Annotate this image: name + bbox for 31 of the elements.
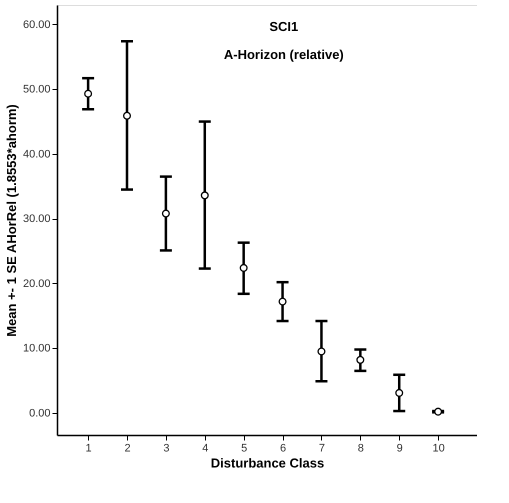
point xyxy=(317,347,326,356)
x-tick-label: 8 xyxy=(358,442,364,454)
point xyxy=(356,356,364,364)
x-tick-label: 5 xyxy=(241,442,248,454)
y-tick-label: 20.00 xyxy=(22,278,50,290)
y-axis-title: Mean +- 1 SE AHorRel (1.8553*ahorm) xyxy=(4,104,19,337)
point xyxy=(395,388,404,397)
point xyxy=(122,112,132,120)
point xyxy=(84,90,92,98)
y-tick-label: 60.00 xyxy=(22,18,50,31)
point xyxy=(240,264,248,272)
point xyxy=(200,191,209,200)
x-axis-title: Disturbance Class xyxy=(210,456,324,470)
y-tick-label: 10.00 xyxy=(22,342,50,355)
x-tick-label: 4 xyxy=(202,442,208,454)
point xyxy=(278,298,287,306)
x-tick-label: 7 xyxy=(318,442,326,454)
point xyxy=(162,210,170,218)
point xyxy=(434,408,442,416)
y-tick-label: 0.00 xyxy=(29,407,50,420)
x-tick-label: 9 xyxy=(396,442,403,454)
x-tick-label: 1 xyxy=(86,442,92,454)
y-tick-label: 30.00 xyxy=(22,213,50,226)
x-tick-label: 2 xyxy=(124,442,131,454)
text: A-Horizon (relative) xyxy=(224,47,344,62)
x-tick-label: 6 xyxy=(280,442,286,454)
x-tick-label: 3 xyxy=(163,442,170,454)
y-tick-label: 50.00 xyxy=(22,84,50,96)
text: SCI1 xyxy=(269,19,298,34)
x-tick-label: 10 xyxy=(432,442,445,454)
y-tick-label: 40.00 xyxy=(22,148,50,160)
